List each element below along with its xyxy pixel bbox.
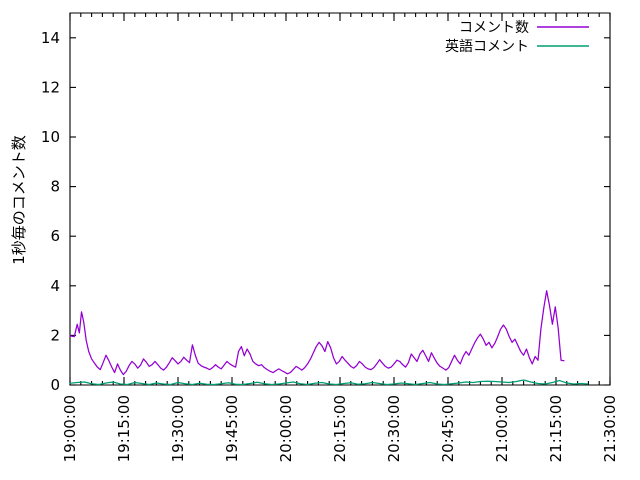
y-tick-label: 6 [50, 227, 60, 245]
legend-label: コメント数 [459, 20, 529, 36]
y-tick-label: 12 [41, 78, 60, 96]
x-tick-label: 19:45:00 [223, 395, 241, 462]
series-line-english-comments [69, 379, 589, 386]
y-tick-label: 10 [41, 128, 60, 146]
x-tick-label: 21:15:00 [547, 395, 565, 462]
x-tick-label: 20:15:00 [331, 395, 349, 462]
y-tick-label: 4 [50, 277, 60, 295]
y-axis-label: 1秒毎のコメント数 [10, 135, 28, 265]
x-tick-label: 19:00:00 [61, 395, 79, 462]
x-tick-label: 19:30:00 [169, 395, 187, 462]
x-tick-label: 19:15:00 [115, 395, 133, 462]
series-line-comments [69, 290, 565, 376]
x-tick-label: 20:45:00 [439, 395, 457, 462]
x-tick-label: 21:00:00 [493, 395, 511, 462]
y-axis-ticks: 0 2 4 6 8 10 12 14 [41, 29, 610, 394]
x-axis-ticks: 19:00:00 19:15:00 19:30:00 19:45:00 20:00:00… [61, 13, 619, 462]
x-tick-label: 20:30:00 [385, 395, 403, 462]
x-tick-label: 21:30:00 [601, 395, 619, 462]
x-tick-label: 20:00:00 [277, 395, 295, 462]
y-tick-label: 0 [50, 376, 60, 394]
y-tick-label: 2 [50, 326, 60, 344]
data-series [69, 290, 589, 386]
legend-label: 英語コメント [445, 38, 529, 55]
y-tick-label: 8 [50, 178, 60, 196]
y-tick-label: 14 [41, 29, 60, 47]
